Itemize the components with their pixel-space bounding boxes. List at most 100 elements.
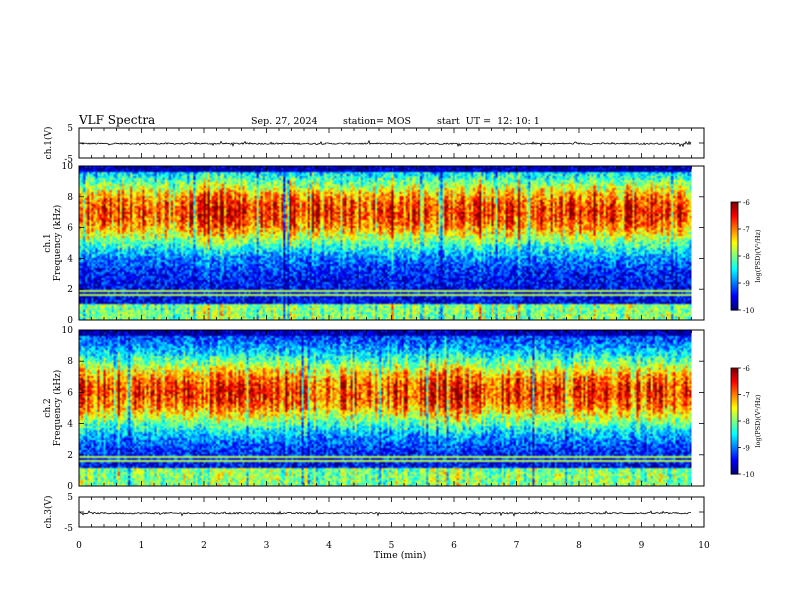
ch2-colorbar-cell [731, 429, 738, 433]
ch2-colorbar-cell [731, 465, 738, 468]
ch2-colorbar-cell [731, 433, 738, 436]
ch1-colorbar-cell [731, 236, 738, 239]
time-axis-tick-label: 9 [639, 541, 645, 551]
ch1-colorbar-cell [731, 290, 738, 293]
ch2-colorbar-cell [731, 417, 738, 420]
ch1-colorbar-cell [731, 277, 738, 280]
ch2-colorbar-cell [731, 468, 738, 472]
ch1-colorbar-cell [731, 247, 738, 250]
ch2-colorbar-cell [731, 452, 738, 456]
ch2-frequency-ytick-label: 4 [67, 420, 73, 430]
ch1-colorbar-cell [731, 293, 738, 297]
ch1-colorbar-cell [731, 279, 738, 282]
ch1-colorbar-cell [731, 281, 738, 284]
ch1-colorbar-cell [731, 299, 738, 302]
ch2-colorbar-cell [731, 382, 738, 385]
ch2-colorbar-cell [731, 380, 738, 383]
chart-title: VLF Spectra [78, 113, 155, 127]
ch1-colorbar-cell [731, 254, 738, 257]
ch2-colorbar-cell [731, 424, 738, 427]
ch1-frequency-ytick-label: 4 [67, 254, 73, 264]
ch2-colorbar-label: log(PSD)(V²/Hz) [754, 394, 762, 447]
ch1-colorbar-cell [731, 239, 738, 243]
ch2-colorbar-cell [731, 387, 738, 390]
ch1-colorbar-cell [731, 205, 738, 208]
ch2-colorbar-tick-label: -7 [743, 392, 750, 400]
ch2-frequency-ytick-label: 10 [62, 326, 74, 336]
ch3-voltage-panel: 5 -5 ch.3(V) [43, 493, 705, 534]
ch2-colorbar-cell [731, 369, 738, 373]
ch1-frequency-ytick-label: 8 [67, 193, 73, 203]
ch1-colorbar-cell [731, 295, 738, 298]
ch2-colorbar-cell [731, 426, 738, 429]
time-axis-tick-label: 1 [139, 541, 145, 551]
ch2-colorbar-cell [731, 403, 738, 406]
ch1-spectrogram-image [79, 166, 692, 320]
ch1-frequency-label: Frequency (kHz) [52, 205, 63, 282]
ch1-colorbar-cell [731, 304, 738, 307]
ch1-colorbar-cell [731, 207, 738, 210]
ch2-frequency-label: Frequency (kHz) [52, 370, 63, 447]
ch1-colorbar-cell [731, 256, 738, 259]
ch1-colorbar-cell [731, 272, 738, 275]
ch1-colorbar-cell [731, 216, 738, 219]
ch3-voltage-frame [78, 496, 705, 528]
ch2-colorbar-cell [731, 401, 738, 404]
ch3-ytick-top: 5 [67, 493, 73, 503]
ch1-spectrogram-frame [78, 165, 705, 321]
time-axis-tick-label: 0 [76, 541, 82, 551]
ch1-colorbar-cell [731, 221, 738, 225]
ch1-colorbar-cell [731, 218, 738, 221]
ch1-colorbar-cell [731, 243, 738, 246]
ch2-spectrogram-frame [78, 329, 705, 487]
ch1-colorbar-tick-label: -7 [743, 226, 750, 234]
ch2-spectrogram-image [79, 330, 692, 486]
ch1-colorbar-cell [731, 248, 738, 252]
time-axis-tick-label: 5 [389, 541, 395, 551]
ch1-colorbar-cell [731, 220, 738, 223]
ch2-colorbar-cell [731, 463, 738, 466]
ch1-colorbar-cell [731, 286, 738, 289]
ch1-colorbar-cell [731, 252, 738, 255]
ch1-colorbar-cell [731, 234, 738, 237]
ch1-colorbar-cell [731, 261, 738, 264]
time-axis-tick-label: 4 [326, 541, 332, 551]
time-axis-label: Time (min) [374, 550, 427, 561]
ch1-colorbar-cell [731, 227, 738, 230]
ch1-colorbar-cell [731, 301, 738, 304]
ch2-colorbar-cell [731, 461, 738, 464]
ch2-channel-label: ch.2 [43, 398, 53, 417]
ch1-colorbar-cell [731, 250, 738, 253]
ch2-colorbar-tick-label: -6 [743, 365, 750, 373]
ch2-colorbar-cell [731, 421, 738, 424]
ch2-colorbar-cell [731, 410, 738, 413]
ch2-colorbar-cell [731, 385, 738, 389]
ch2-colorbar-cell [731, 373, 738, 376]
ch1-colorbar-cell [731, 212, 738, 216]
ch1-colorbar-cell [731, 214, 738, 217]
ch2-colorbar-cell [731, 456, 738, 459]
ch1-colorbar-cell [731, 257, 738, 261]
ch1-colorbar-cell [731, 274, 738, 277]
ch2-colorbar-cell [731, 406, 738, 410]
ch2-colorbar-cell [731, 422, 738, 426]
ch2-colorbar-cell [731, 375, 738, 378]
ch2-frequency-ytick-label: 6 [67, 388, 73, 398]
ch1-colorbar-cell [731, 292, 738, 295]
ch1-colorbar-cell [731, 238, 738, 241]
ch2-colorbar-cell [731, 378, 738, 381]
ch3-ytick-bottom: -5 [64, 524, 73, 534]
date-label: Sep. 27, 2024 [251, 116, 318, 127]
ch2-colorbar-cell [731, 472, 738, 475]
ch1-colorbar-cell [731, 306, 738, 309]
ch2-colorbar-cell [731, 394, 738, 397]
ch1-colorbar-tick-label: -8 [743, 253, 750, 261]
ch3-voltage-ylabel: ch.3(V) [43, 496, 54, 529]
ch1-colorbar-cell [731, 203, 738, 207]
ch2-colorbar-cell [731, 449, 738, 452]
ch1-colorbar-cell [731, 270, 738, 273]
ch2-colorbar-cell [731, 445, 738, 449]
ch2-colorbar-cell [731, 383, 738, 387]
ch2-colorbar-cell [731, 431, 738, 434]
